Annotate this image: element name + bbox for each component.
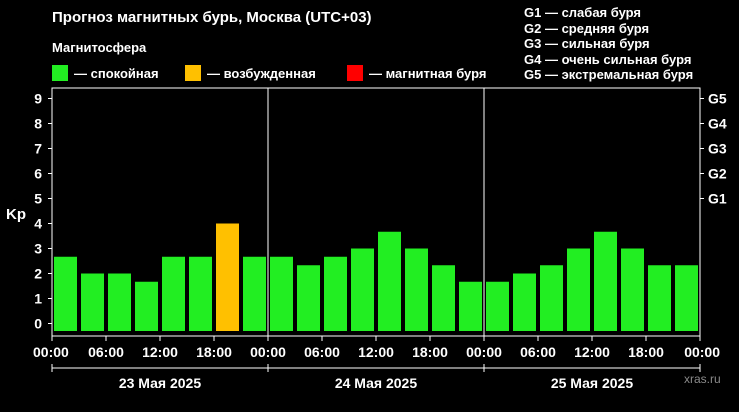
- day-label: 24 Мая 2025: [335, 375, 417, 391]
- kp-bar: [270, 256, 293, 331]
- legend-item-storm: — магнитная буря: [347, 64, 486, 82]
- kp-bar: [405, 248, 428, 331]
- x-tick-label: 18:00: [628, 344, 664, 360]
- watermark: xras.ru: [684, 372, 721, 386]
- kp-bar: [378, 231, 401, 331]
- x-tick-label: 12:00: [574, 344, 610, 360]
- g-tick-label: G2: [708, 166, 727, 182]
- kp-bar: [243, 256, 266, 331]
- kp-bar: [594, 231, 617, 331]
- y-tick-label: 7: [34, 141, 42, 157]
- storm-scale-legend: G1 — слабая буря G2 — средняя буря G3 — …: [524, 5, 693, 83]
- chart-title: Прогноз магнитных бурь, Москва (UTC+03): [52, 9, 372, 26]
- x-tick-label: 12:00: [142, 344, 178, 360]
- g-tick-label: G4: [708, 116, 727, 132]
- legend-label-quiet: — спокойная: [74, 65, 159, 81]
- x-tick-label: 00:00: [466, 344, 502, 360]
- kp-bar: [162, 256, 185, 331]
- y-axis-label: Kp: [6, 206, 26, 223]
- kp-bar: [675, 265, 698, 331]
- storm-scale-g2: G2 — средняя буря: [524, 20, 650, 36]
- x-tick-label: 18:00: [196, 344, 232, 360]
- x-tick-label: 06:00: [520, 344, 556, 360]
- kp-bar: [540, 265, 563, 331]
- kp-bar: [324, 256, 347, 331]
- kp-bar: [189, 256, 212, 331]
- storm-scale-g4: G4 — очень сильная буря: [524, 51, 692, 67]
- kp-bar: [297, 265, 320, 331]
- legend-label-storm: — магнитная буря: [369, 65, 487, 81]
- storm-scale-g3: G3 — сильная буря: [524, 36, 650, 51]
- kp-bar: [351, 248, 374, 331]
- y-tick-label: 8: [34, 116, 42, 132]
- legend-item-active: — возбужденная: [185, 64, 316, 82]
- g-tick-label: G1: [708, 191, 727, 207]
- legend-swatch-storm: [347, 65, 363, 81]
- y-tick-label: 6: [34, 166, 42, 182]
- y-tick-label: 5: [34, 191, 42, 207]
- legend-subtitle: Магнитосфера: [52, 40, 147, 55]
- kp-bar: [81, 273, 104, 331]
- legend-label-active: — возбужденная: [207, 65, 316, 81]
- g-tick-label: G5: [708, 91, 727, 107]
- y-tick-label: 1: [34, 291, 42, 307]
- kp-bar: [216, 223, 239, 331]
- kp-bar: [459, 281, 482, 331]
- kp-bar: [108, 273, 131, 331]
- x-tick-label: 06:00: [88, 344, 124, 360]
- kp-bar: [648, 265, 671, 331]
- g-tick-label: G3: [708, 141, 727, 157]
- x-tick-label: 00:00: [33, 344, 69, 360]
- x-tick-label: 18:00: [412, 344, 448, 360]
- legend-item-quiet: — спокойная: [52, 64, 159, 82]
- kp-bar: [513, 273, 536, 331]
- storm-scale-g5: G5 — экстремальная буря: [524, 67, 694, 82]
- plot-area: 0 1 2 3 4 5 6 7 8 9 G1 G2 G3 G4 G5 00:00 06:00 12:00 18:00…: [33, 87, 727, 391]
- day-label: 25 Мая 2025: [551, 375, 633, 391]
- x-tick-label: 00:00: [250, 344, 286, 360]
- y-tick-label: 0: [34, 316, 42, 332]
- y-tick-label: 9: [34, 91, 42, 107]
- kp-bar: [567, 248, 590, 331]
- x-tick-label: 12:00: [358, 344, 394, 360]
- storm-scale-g1: G1 — слабая буря: [524, 5, 642, 20]
- x-tick-label: 06:00: [304, 344, 340, 360]
- kp-bar: [621, 248, 644, 331]
- kp-bar: [54, 256, 77, 331]
- kp-bar: [486, 281, 509, 331]
- legend-swatch-quiet: [52, 65, 68, 81]
- y-tick-label: 2: [34, 266, 42, 282]
- kp-bar: [432, 265, 455, 331]
- day-label: 23 Мая 2025: [119, 375, 201, 391]
- y-tick-label: 3: [34, 241, 42, 257]
- kp-bar: [135, 281, 158, 331]
- legend-swatch-active: [185, 65, 201, 81]
- y-tick-label: 4: [34, 216, 42, 232]
- x-tick-label: 00:00: [684, 344, 720, 360]
